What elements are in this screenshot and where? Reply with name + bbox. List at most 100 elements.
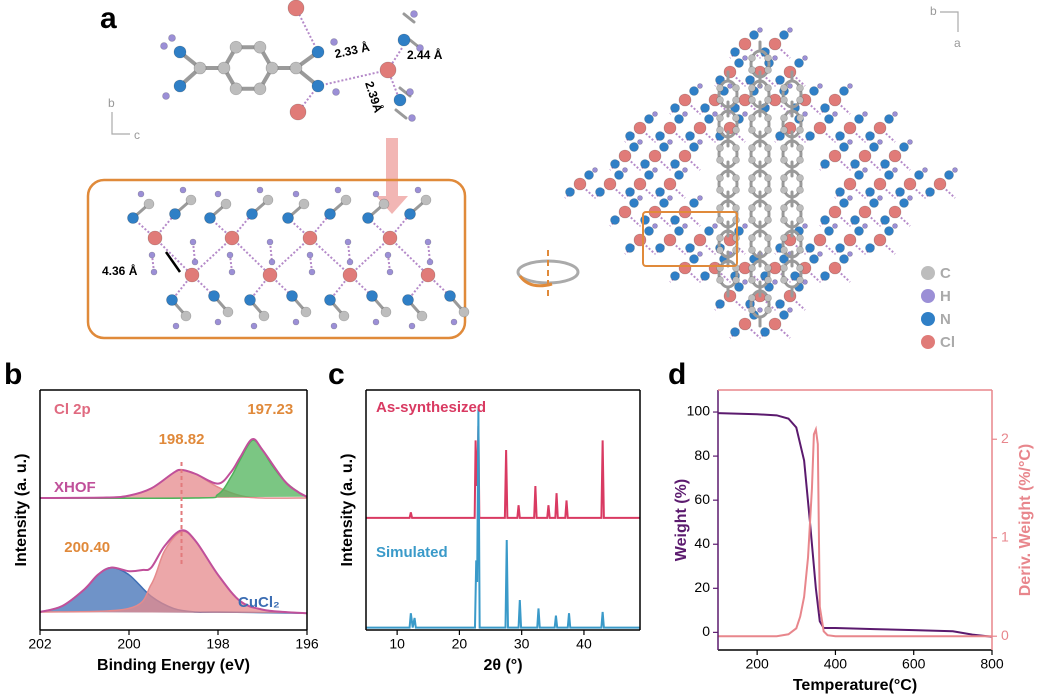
atom xyxy=(700,103,710,113)
legend-label: H xyxy=(940,288,951,305)
atom xyxy=(289,103,307,121)
h-bond xyxy=(729,127,746,143)
x-tick-label: 10 xyxy=(389,636,405,652)
atom xyxy=(610,215,620,225)
highlight-box xyxy=(86,178,467,340)
x-tick-label: 400 xyxy=(824,656,848,672)
atom xyxy=(378,198,390,210)
atom xyxy=(253,40,267,54)
atom xyxy=(732,144,740,152)
h-bond xyxy=(744,323,761,339)
data-line xyxy=(366,425,640,519)
data-line xyxy=(717,412,993,638)
h-bond xyxy=(669,239,686,255)
atom xyxy=(884,114,894,124)
atom xyxy=(404,208,416,220)
atom xyxy=(426,258,434,266)
atom xyxy=(817,251,823,257)
atom xyxy=(732,174,740,182)
atom xyxy=(637,139,643,145)
atom xyxy=(780,96,788,104)
atom xyxy=(289,61,303,75)
atom xyxy=(925,187,935,197)
atom xyxy=(214,190,222,198)
atom xyxy=(685,243,695,253)
atom xyxy=(674,226,684,236)
atom xyxy=(663,121,677,135)
atom xyxy=(764,204,772,212)
h-bond xyxy=(894,155,911,171)
axis-icon-label: b xyxy=(108,96,115,110)
atom xyxy=(716,246,724,254)
atom xyxy=(780,114,788,122)
atom xyxy=(783,289,797,303)
atom xyxy=(663,233,677,247)
atom xyxy=(780,186,788,194)
atom xyxy=(573,177,587,191)
atom xyxy=(306,251,314,259)
panel-a: 2.33 Å 2.44 Å 2.39Å b c 4.36 Å b a CHN Cl xyxy=(86,0,961,351)
atom xyxy=(854,226,864,236)
atom xyxy=(689,198,699,208)
atom xyxy=(716,186,724,194)
h-bond xyxy=(684,211,701,227)
atom xyxy=(308,268,316,276)
atom xyxy=(899,142,909,152)
y2-tick-label: 2 xyxy=(1001,430,1009,446)
distance-label: 4.36 Å xyxy=(102,263,138,278)
atom xyxy=(880,215,890,225)
atom xyxy=(191,258,199,266)
atom xyxy=(330,38,338,46)
atom xyxy=(292,190,300,198)
atom xyxy=(796,216,804,224)
atom xyxy=(689,142,699,152)
atom xyxy=(787,307,793,313)
h-bond xyxy=(879,127,896,143)
atom xyxy=(884,170,894,180)
peak-area xyxy=(40,440,307,499)
atom xyxy=(362,212,374,224)
panel-label: d xyxy=(668,358,686,391)
atom xyxy=(311,45,325,59)
atom xyxy=(732,126,740,134)
atom xyxy=(697,251,703,257)
atom xyxy=(670,159,680,169)
atom xyxy=(862,167,868,173)
atom xyxy=(780,216,788,224)
atom xyxy=(402,294,414,306)
atom xyxy=(796,96,804,104)
atom xyxy=(685,131,695,141)
atom xyxy=(384,251,392,259)
atom xyxy=(748,96,756,104)
atom xyxy=(382,230,398,246)
atom xyxy=(420,267,436,283)
atom xyxy=(180,310,192,322)
atom xyxy=(764,66,772,74)
atom xyxy=(865,243,875,253)
atom xyxy=(173,45,187,59)
atom xyxy=(757,27,763,33)
atom xyxy=(629,198,639,208)
h-bond xyxy=(231,237,271,276)
atom xyxy=(780,204,788,212)
atom xyxy=(298,198,310,210)
atom xyxy=(820,103,830,113)
atom xyxy=(805,243,815,253)
atom xyxy=(622,167,628,173)
atom xyxy=(682,223,688,229)
atom xyxy=(873,177,887,191)
h-bond xyxy=(729,239,746,255)
atom xyxy=(907,195,913,201)
panel-label: a xyxy=(100,2,117,35)
h-bond xyxy=(639,239,656,255)
atom xyxy=(780,156,788,164)
h-bond xyxy=(654,155,671,171)
atom xyxy=(847,195,853,201)
legend-swatch xyxy=(921,312,935,326)
x-axis-label: Binding Energy (eV) xyxy=(97,657,250,674)
atom xyxy=(780,144,788,152)
atom xyxy=(764,234,772,242)
atom xyxy=(899,198,909,208)
h-bond xyxy=(669,127,686,143)
atom xyxy=(670,215,680,225)
